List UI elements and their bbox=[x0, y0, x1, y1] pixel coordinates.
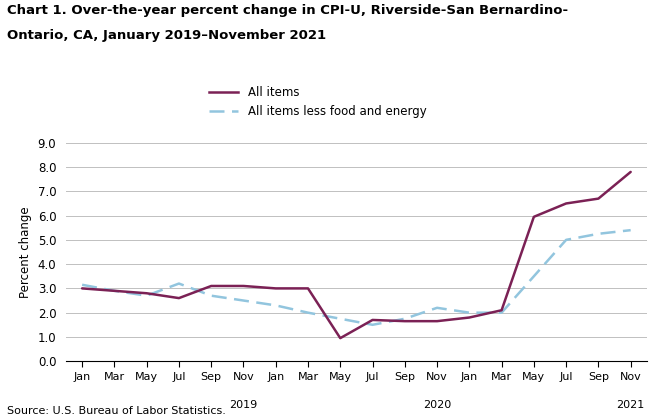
Text: Source: U.S. Bureau of Labor Statistics.: Source: U.S. Bureau of Labor Statistics. bbox=[7, 406, 226, 416]
Text: Chart 1. Over-the-year percent change in CPI-U, Riverside-San Bernardino-: Chart 1. Over-the-year percent change in… bbox=[7, 4, 568, 17]
Text: 2020: 2020 bbox=[423, 400, 451, 410]
Legend: All items, All items less food and energy: All items, All items less food and energ… bbox=[204, 81, 431, 123]
Text: 2019: 2019 bbox=[229, 400, 257, 410]
Text: 2021: 2021 bbox=[616, 400, 645, 410]
Text: Ontario, CA, January 2019–November 2021: Ontario, CA, January 2019–November 2021 bbox=[7, 29, 326, 42]
Y-axis label: Percent change: Percent change bbox=[19, 206, 32, 298]
